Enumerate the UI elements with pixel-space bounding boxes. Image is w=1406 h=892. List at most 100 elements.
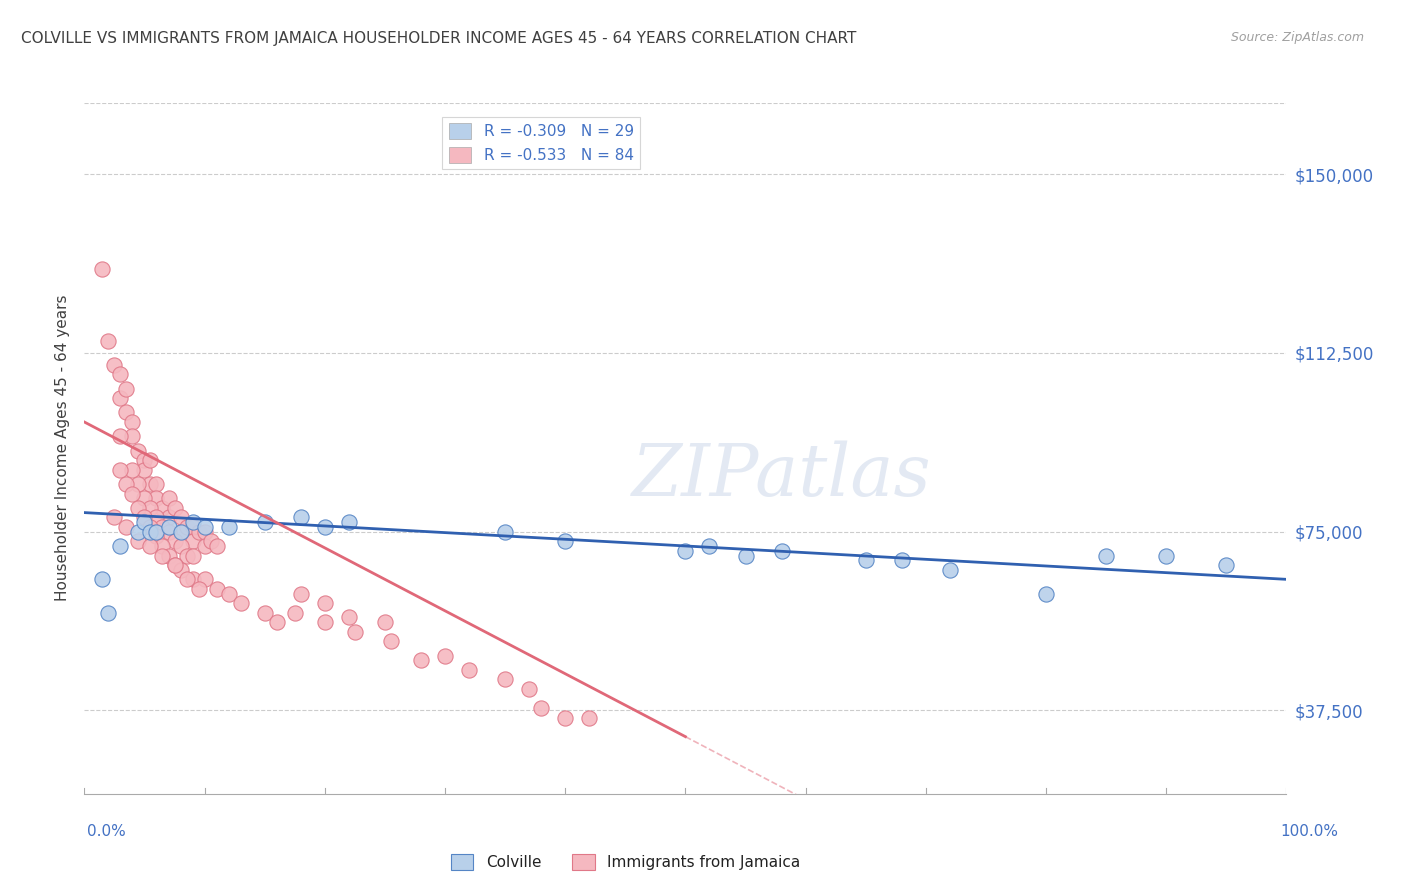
Point — [409, 653, 432, 667]
Point — [103, 358, 125, 372]
Point — [145, 477, 167, 491]
Point — [290, 587, 312, 601]
Point — [374, 615, 396, 630]
Point — [110, 539, 132, 553]
Point — [578, 710, 600, 724]
Point — [163, 500, 186, 515]
Point — [157, 510, 180, 524]
Point — [121, 463, 143, 477]
Point — [200, 534, 222, 549]
Point — [176, 549, 198, 563]
Point — [194, 520, 217, 534]
Point — [91, 572, 114, 586]
Point — [169, 524, 191, 539]
Point — [1156, 549, 1178, 563]
Point — [110, 463, 132, 477]
Point — [115, 477, 138, 491]
Point — [554, 534, 576, 549]
Point — [314, 520, 336, 534]
Point — [284, 606, 307, 620]
Point — [163, 558, 186, 572]
Point — [1215, 558, 1237, 572]
Point — [152, 520, 174, 534]
Point — [1035, 587, 1057, 601]
Point — [110, 429, 132, 443]
Point — [127, 477, 149, 491]
Point — [530, 701, 553, 715]
Point — [337, 610, 360, 624]
Text: 0.0%: 0.0% — [87, 824, 127, 838]
Point — [380, 634, 402, 648]
Point — [127, 443, 149, 458]
Point — [152, 549, 174, 563]
Point — [139, 524, 162, 539]
Point — [134, 510, 156, 524]
Point — [145, 491, 167, 506]
Point — [218, 520, 240, 534]
Point — [337, 515, 360, 529]
Point — [91, 262, 114, 277]
Point — [205, 539, 228, 553]
Point — [181, 549, 204, 563]
Point — [434, 648, 457, 663]
Point — [97, 606, 120, 620]
Point — [176, 572, 198, 586]
Text: ZIPatlas: ZIPatlas — [631, 441, 931, 511]
Point — [121, 415, 143, 429]
Point — [145, 510, 167, 524]
Point — [194, 572, 217, 586]
Point — [127, 534, 149, 549]
Point — [253, 515, 276, 529]
Point — [163, 558, 186, 572]
Point — [176, 520, 198, 534]
Point — [139, 453, 162, 467]
Point — [157, 520, 180, 534]
Text: COLVILLE VS IMMIGRANTS FROM JAMAICA HOUSEHOLDER INCOME AGES 45 - 64 YEARS CORREL: COLVILLE VS IMMIGRANTS FROM JAMAICA HOUS… — [21, 31, 856, 46]
Point — [554, 710, 576, 724]
Point — [194, 539, 217, 553]
Point — [314, 615, 336, 630]
Point — [253, 606, 276, 620]
Point — [517, 681, 540, 696]
Point — [194, 524, 217, 539]
Point — [127, 500, 149, 515]
Point — [121, 486, 143, 500]
Point — [675, 543, 697, 558]
Text: 100.0%: 100.0% — [1281, 824, 1339, 838]
Point — [181, 520, 204, 534]
Y-axis label: Householder Income Ages 45 - 64 years: Householder Income Ages 45 - 64 years — [55, 295, 70, 601]
Point — [134, 491, 156, 506]
Point — [855, 553, 877, 567]
Point — [343, 624, 366, 639]
Point — [145, 529, 167, 543]
Point — [494, 673, 516, 687]
Point — [127, 524, 149, 539]
Point — [169, 563, 191, 577]
Point — [152, 500, 174, 515]
Point — [181, 572, 204, 586]
Point — [139, 539, 162, 553]
Point — [314, 596, 336, 610]
Point — [110, 391, 132, 405]
Point — [157, 491, 180, 506]
Point — [103, 510, 125, 524]
Point — [157, 549, 180, 563]
Point — [187, 524, 209, 539]
Point — [134, 515, 156, 529]
Point — [205, 582, 228, 596]
Point — [266, 615, 288, 630]
Point — [139, 500, 162, 515]
Point — [139, 477, 162, 491]
Point — [169, 539, 191, 553]
Point — [458, 663, 481, 677]
Point — [121, 429, 143, 443]
Legend: R = -0.309   N = 29, R = -0.533   N = 84: R = -0.309 N = 29, R = -0.533 N = 84 — [443, 117, 640, 169]
Point — [187, 582, 209, 596]
Point — [134, 453, 156, 467]
Point — [939, 563, 962, 577]
Point — [699, 539, 721, 553]
Point — [110, 368, 132, 382]
Point — [218, 587, 240, 601]
Point — [169, 510, 191, 524]
Point — [115, 405, 138, 419]
